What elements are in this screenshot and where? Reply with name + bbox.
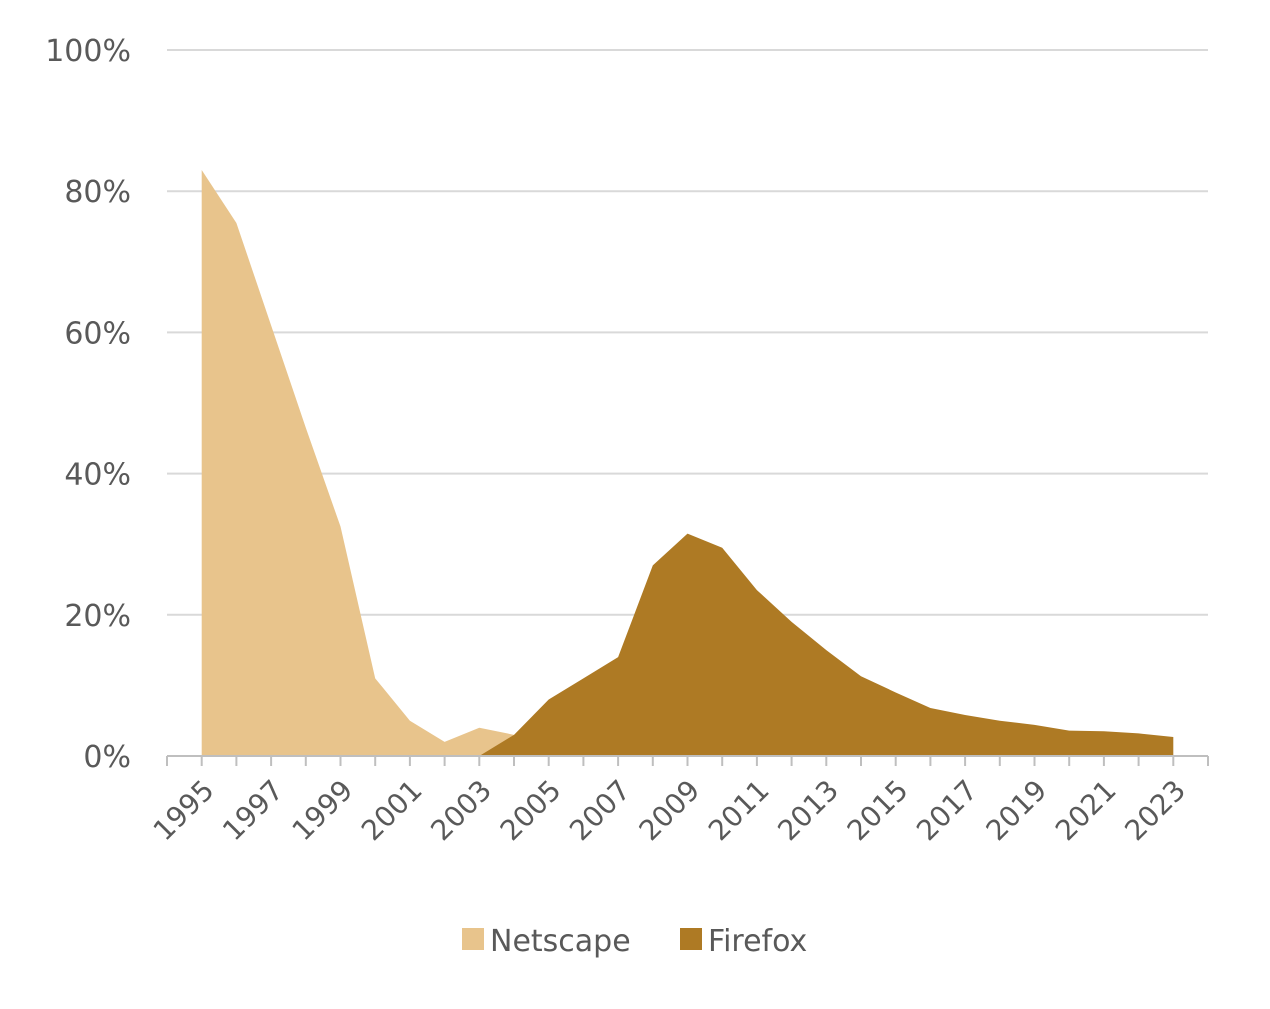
gridlines <box>167 49 1208 616</box>
x-tick-label: 2003 <box>424 773 498 847</box>
y-tick-label: 100% <box>45 34 131 69</box>
y-tick-label: 20% <box>64 599 131 634</box>
x-tick-label: 2015 <box>841 773 915 847</box>
area-netscape <box>201 170 528 756</box>
y-axis-ticks: 0% 20% 40% 60% 80% 100% <box>45 34 131 775</box>
y-tick-label: 60% <box>64 316 131 351</box>
x-tick-label: 1999 <box>286 773 360 847</box>
legend-item-firefox: Firefox <box>680 924 807 959</box>
area-firefox <box>479 533 1174 756</box>
x-tick-label: 2017 <box>910 773 984 847</box>
legend-item-netscape: Netscape <box>462 924 631 959</box>
legend-label: Netscape <box>490 924 631 959</box>
x-tick-label: 2009 <box>633 773 707 847</box>
y-tick-label: 40% <box>64 458 131 493</box>
x-tick-label: 1995 <box>147 773 221 847</box>
legend-swatch <box>462 928 484 950</box>
x-tick-label: 2001 <box>355 773 429 847</box>
legend: Netscape Firefox <box>462 924 807 959</box>
x-tick-label: 2021 <box>1049 773 1123 847</box>
x-tick-label: 2023 <box>1118 773 1192 847</box>
x-tick-label: 2007 <box>563 773 637 847</box>
y-tick-label: 0% <box>83 740 131 775</box>
y-tick-label: 80% <box>64 175 131 210</box>
x-tick-label: 1997 <box>216 773 290 847</box>
x-tick-label: 2011 <box>702 773 776 847</box>
legend-swatch <box>680 928 702 950</box>
x-axis <box>166 755 1209 766</box>
plot-area <box>201 170 1174 756</box>
x-tick-label: 2013 <box>771 773 845 847</box>
legend-label: Firefox <box>708 924 807 959</box>
x-tick-label: 2019 <box>980 773 1054 847</box>
x-axis-ticks: 1995199719992001200320052007200920112013… <box>147 773 1192 847</box>
x-tick-label: 2005 <box>494 773 568 847</box>
